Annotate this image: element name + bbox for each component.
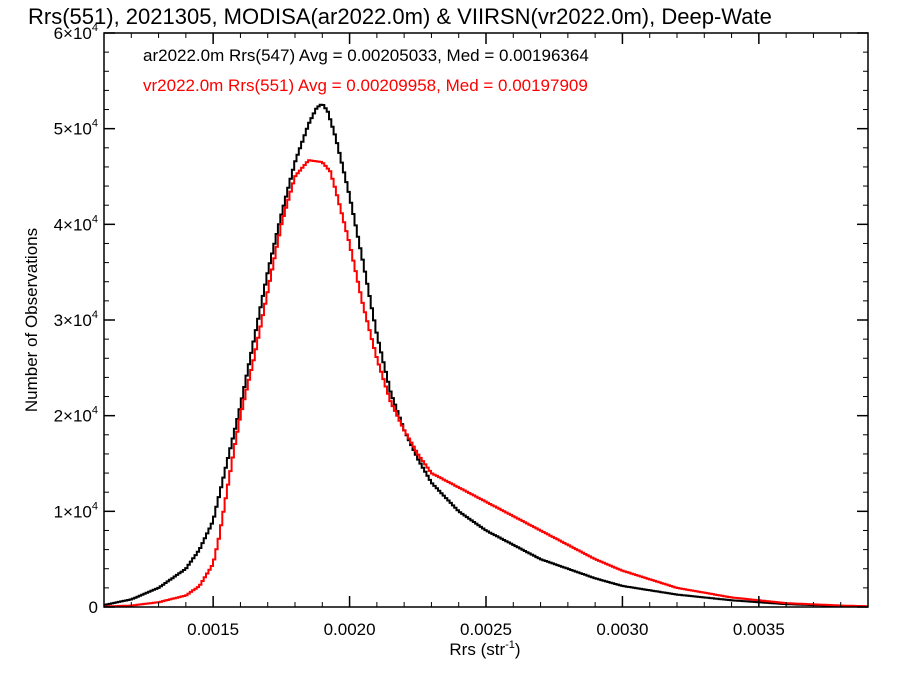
y-axis-label: Number of Observations (22, 228, 41, 412)
series-layer (104, 103, 868, 608)
y-tick-label: 0 (89, 598, 98, 617)
y-tick-label: 4×104 (54, 213, 98, 234)
legend-entry-2: vr2022.0m Rrs(551) Avg = 0.00209958, Med… (143, 76, 588, 95)
x-axis-label: Rrs (str-1) (449, 639, 520, 659)
chart-title: Rrs(551), 2021305, MODISA(ar2022.0m) & V… (28, 4, 772, 29)
y-tick-label: 6×104 (54, 22, 98, 43)
y-tick-label: 2×104 (54, 405, 98, 426)
y-tick-label: 1×104 (54, 500, 98, 521)
y-tick-label: 5×104 (54, 118, 98, 139)
histogram-series-2 (104, 159, 868, 608)
x-tick-label: 0.0035 (733, 620, 785, 639)
y-tick-label: 3×104 (54, 309, 98, 330)
legend-entry-1: ar2022.0m Rrs(547) Avg = 0.00205033, Med… (143, 46, 589, 65)
axes-layer: 0.0015 0.0020 0.0025 0.0030 0.0035 0 1×104 2×10… (54, 22, 869, 639)
x-tick-label: 0.0030 (596, 620, 648, 639)
histogram-series-1 (104, 103, 868, 608)
plot-frame (103, 32, 869, 608)
legend: ar2022.0m Rrs(547) Avg = 0.00205033, Med… (143, 46, 589, 95)
x-tick-label: 0.0020 (324, 620, 376, 639)
x-tick-label: 0.0025 (460, 620, 512, 639)
x-tick-label: 0.0015 (187, 620, 239, 639)
